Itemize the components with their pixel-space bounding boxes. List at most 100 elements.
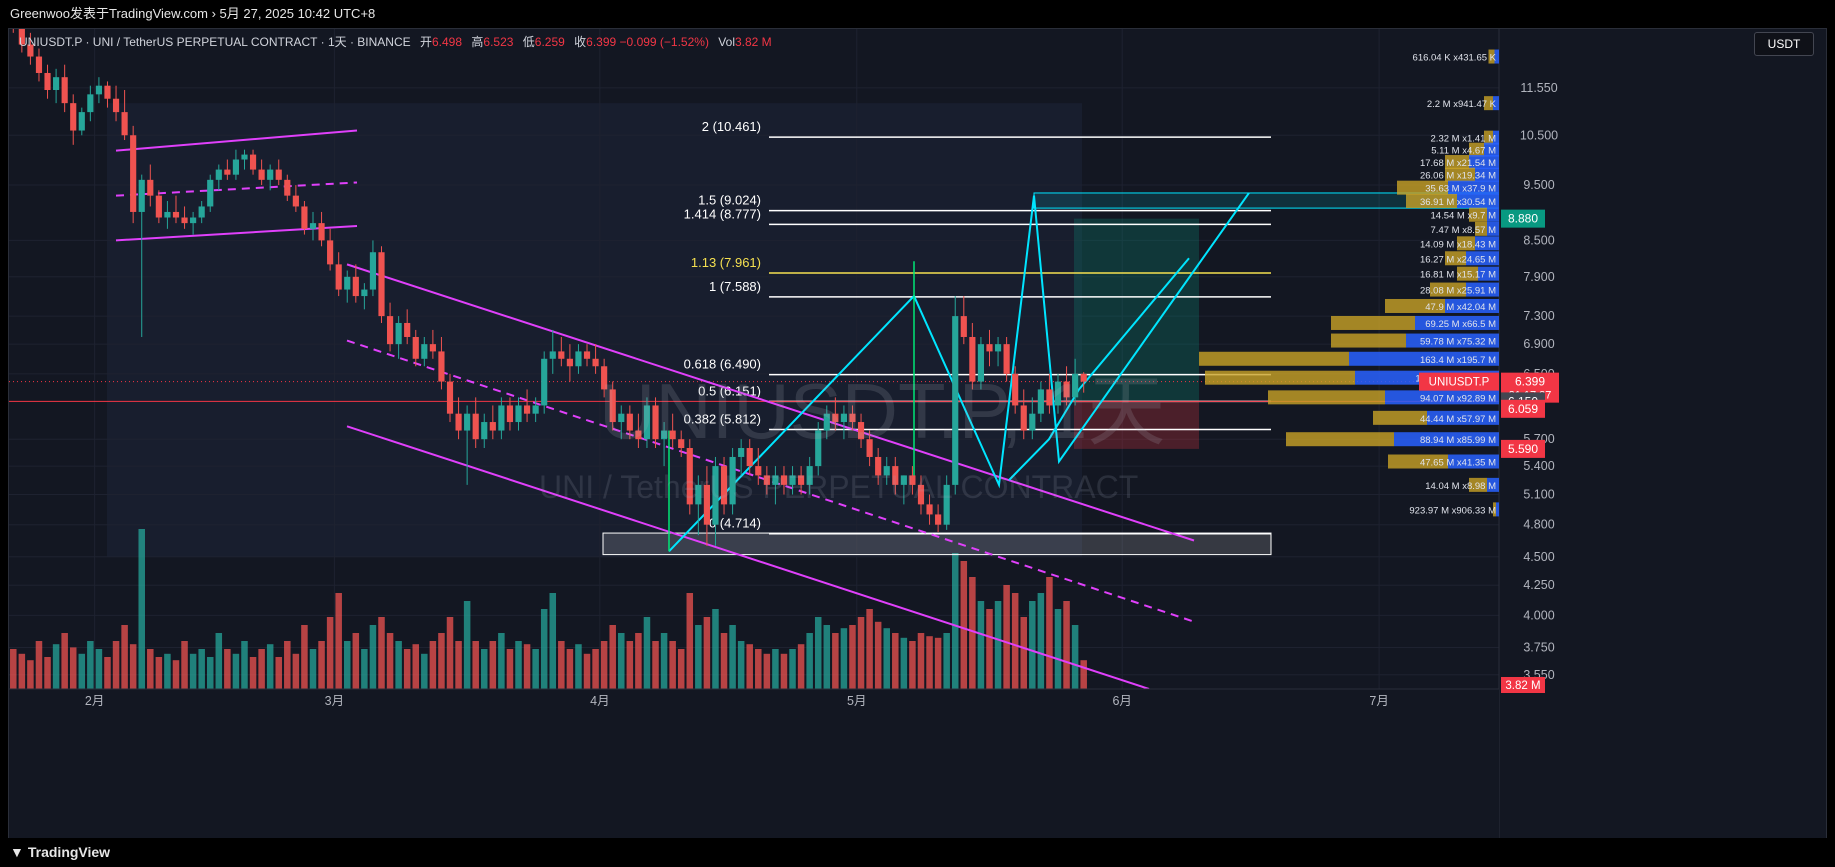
candle-body[interactable] bbox=[926, 504, 933, 515]
candle-body[interactable] bbox=[18, 29, 25, 45]
candle-body[interactable] bbox=[455, 413, 462, 431]
candle-body[interactable] bbox=[395, 322, 402, 345]
candle-body[interactable] bbox=[147, 179, 154, 196]
candle-body[interactable] bbox=[986, 344, 993, 352]
candle-body[interactable] bbox=[1012, 373, 1019, 406]
candle-body[interactable] bbox=[369, 252, 377, 290]
candle-body[interactable] bbox=[601, 366, 608, 390]
candle-body[interactable] bbox=[164, 211, 171, 218]
candle-body[interactable] bbox=[232, 159, 240, 175]
candle-body[interactable] bbox=[798, 475, 805, 485]
candle-body[interactable] bbox=[515, 405, 522, 423]
candle-body[interactable] bbox=[301, 206, 308, 229]
candle-body[interactable] bbox=[789, 475, 796, 485]
candle-body[interactable] bbox=[541, 358, 548, 406]
candle-body[interactable] bbox=[943, 484, 950, 525]
currency-button[interactable]: USDT bbox=[1754, 32, 1814, 56]
candle-body[interactable] bbox=[292, 195, 299, 207]
candle-body[interactable] bbox=[960, 316, 967, 337]
candle-body[interactable] bbox=[95, 85, 102, 95]
candle-body[interactable] bbox=[1080, 373, 1087, 382]
candle-body[interactable] bbox=[335, 264, 342, 290]
desc-channel-lower[interactable] bbox=[346, 425, 1150, 690]
candle-body[interactable] bbox=[994, 344, 1002, 352]
candle-body[interactable] bbox=[866, 439, 873, 457]
zigzag-projection[interactable] bbox=[668, 192, 1250, 553]
tradingview-logo[interactable]: ▼ TradingView bbox=[10, 844, 110, 860]
candle-body[interactable] bbox=[446, 381, 454, 414]
candle-body[interactable] bbox=[738, 448, 745, 457]
candle-body[interactable] bbox=[438, 351, 445, 382]
candle-body[interactable] bbox=[429, 344, 436, 352]
candle-body[interactable] bbox=[172, 211, 180, 218]
candle-body[interactable] bbox=[669, 430, 676, 440]
candle-body[interactable] bbox=[361, 289, 368, 297]
candle-body[interactable] bbox=[772, 475, 779, 485]
candle-body[interactable] bbox=[661, 430, 668, 440]
candle-body[interactable] bbox=[190, 217, 197, 224]
candle-body[interactable] bbox=[70, 103, 77, 131]
candle-body[interactable] bbox=[849, 413, 856, 423]
candle-body[interactable] bbox=[284, 179, 291, 196]
candle-body[interactable] bbox=[53, 77, 60, 90]
candle-body[interactable] bbox=[241, 154, 248, 160]
candle-body[interactable] bbox=[155, 195, 162, 218]
candle-body[interactable] bbox=[909, 475, 916, 485]
time-axis[interactable] bbox=[9, 689, 1499, 839]
candle-body[interactable] bbox=[275, 169, 282, 180]
candle-body[interactable] bbox=[1072, 373, 1079, 398]
candle-body[interactable] bbox=[720, 466, 728, 505]
candle-body[interactable] bbox=[695, 484, 702, 505]
candle-body[interactable] bbox=[618, 413, 625, 423]
candle-body[interactable] bbox=[35, 56, 43, 73]
candle-body[interactable] bbox=[815, 430, 822, 467]
candle-body[interactable] bbox=[27, 44, 34, 57]
candle-body[interactable] bbox=[258, 169, 265, 180]
candle-body[interactable] bbox=[635, 430, 642, 440]
support-zone[interactable] bbox=[602, 532, 1272, 556]
candle-body[interactable] bbox=[935, 514, 942, 525]
candle-body[interactable] bbox=[703, 484, 710, 525]
candle-body[interactable] bbox=[61, 77, 68, 104]
candle-body[interactable] bbox=[1020, 405, 1027, 431]
candle-body[interactable] bbox=[549, 351, 556, 359]
candle-body[interactable] bbox=[121, 112, 128, 136]
candle-body[interactable] bbox=[643, 405, 651, 440]
candle-body[interactable] bbox=[592, 358, 599, 367]
candle-body[interactable] bbox=[1003, 344, 1010, 374]
candle-body[interactable] bbox=[763, 475, 770, 485]
candle-body[interactable] bbox=[532, 405, 539, 414]
candle-body[interactable] bbox=[344, 276, 351, 290]
candle-body[interactable] bbox=[412, 336, 419, 359]
candle-body[interactable] bbox=[746, 448, 753, 467]
candle-body[interactable] bbox=[1063, 381, 1070, 398]
candle-body[interactable] bbox=[404, 322, 411, 337]
candle-body[interactable] bbox=[378, 252, 385, 317]
desc-channel-mid[interactable] bbox=[346, 339, 1195, 623]
candle-body[interactable] bbox=[917, 484, 925, 505]
candle-body[interactable] bbox=[952, 316, 959, 485]
candle-body[interactable] bbox=[421, 344, 428, 359]
mid-channel-line[interactable] bbox=[115, 181, 358, 197]
candle-body[interactable] bbox=[857, 422, 865, 440]
candle-body[interactable] bbox=[558, 351, 565, 359]
candle-body[interactable] bbox=[523, 405, 531, 414]
candle-body[interactable] bbox=[823, 413, 830, 431]
candle-body[interactable] bbox=[352, 276, 359, 297]
candle-body[interactable] bbox=[318, 223, 325, 241]
projection-line-2[interactable] bbox=[1008, 257, 1190, 481]
candle-body[interactable] bbox=[1046, 389, 1053, 406]
desc-channel-upper[interactable] bbox=[346, 263, 1195, 542]
candle-body[interactable] bbox=[112, 98, 120, 113]
candle-body[interactable] bbox=[977, 344, 985, 382]
candle-body[interactable] bbox=[575, 351, 582, 367]
candle-body[interactable] bbox=[207, 179, 214, 207]
symbol-description[interactable]: UNIUSDT.P · UNI / TetherUS PERPETUAL CON… bbox=[19, 35, 411, 49]
candle-body[interactable] bbox=[566, 358, 573, 367]
candle-body[interactable] bbox=[472, 413, 479, 440]
candle-body[interactable] bbox=[840, 413, 847, 423]
candle-body[interactable] bbox=[1054, 381, 1062, 406]
candle-body[interactable] bbox=[327, 240, 334, 265]
chart-frame[interactable]: 2 (10.461) 1.5 (9.024) 1.414 (8.777) 1.13 (… bbox=[8, 28, 1827, 840]
candle-body[interactable] bbox=[755, 466, 762, 476]
